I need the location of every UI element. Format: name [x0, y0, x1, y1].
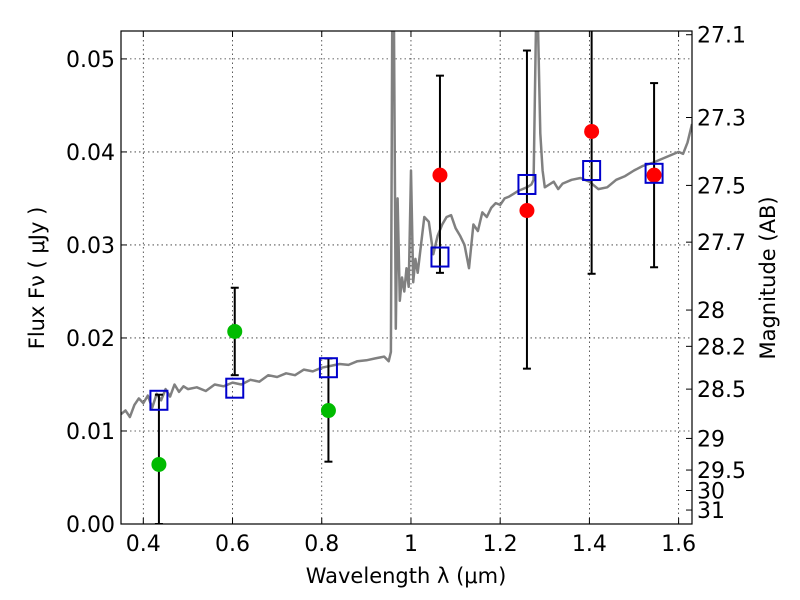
x-tick-label: 1.4: [572, 532, 607, 557]
x-tick-label: 1.2: [483, 532, 518, 557]
y-axis-label: Flux Fν ( μJy ): [25, 207, 49, 350]
grid: [121, 31, 692, 525]
x-axis-label: Wavelength λ (μm): [306, 564, 507, 588]
y-tick-label: 0.01: [66, 420, 115, 445]
right-tick-label: 28.2: [697, 335, 746, 360]
tick-label-layer: 0.4 0.6 0.8 1 1.2 1.4 1.6 0.00 0.01 0.02 0.03 0.04 0…: [66, 24, 746, 557]
model-photometry-square: [149, 389, 169, 411]
nir-data-point: [519, 203, 535, 219]
x-tick-label: 0.4: [126, 532, 161, 557]
right-tick-label: 29: [697, 427, 725, 452]
sed-template-line: [121, 31, 692, 419]
model-photometry-square: [225, 377, 245, 399]
model-photometry-square: [517, 173, 537, 195]
x-tick-label: 0.6: [215, 532, 250, 557]
y-tick-label: 0.03: [66, 234, 115, 259]
nir-data-point: [432, 167, 448, 183]
y-tick-label: 0.02: [66, 327, 115, 352]
right-axis-label: Magnitude (AB): [756, 196, 780, 359]
plot-frame: [120, 30, 693, 525]
nir-data-point: [584, 123, 600, 139]
right-tick-label: 28.5: [697, 378, 746, 403]
right-tick-label: 29.5: [697, 459, 746, 484]
model-photometry-square: [430, 246, 450, 268]
model-squares-layer: [149, 160, 664, 411]
model-photometry-square: [644, 162, 664, 184]
x-tick-label: 0.8: [304, 532, 339, 557]
model-photometry-square: [582, 160, 602, 182]
nir-data-point: [646, 167, 662, 183]
optical-data-point: [151, 456, 167, 472]
x-tick-label: 1.6: [661, 532, 696, 557]
observed-points-layer: [151, 123, 662, 472]
x-tick-label: 1: [404, 532, 418, 557]
errorbar-layer: [154, 31, 659, 524]
right-tick-label: 31: [697, 499, 725, 524]
right-tick-label: 27.1: [697, 24, 746, 49]
tick-layer: [121, 31, 692, 525]
right-tick-label: 27.5: [697, 174, 746, 199]
right-tick-label: 30: [697, 480, 725, 505]
y-tick-label: 0.04: [66, 141, 115, 166]
optical-data-point: [227, 323, 243, 339]
right-tick-label: 27.7: [697, 231, 746, 256]
y-tick-label: 0.05: [66, 48, 115, 73]
right-tick-label: 28: [697, 299, 725, 324]
y-tick-label: 0.00: [66, 513, 115, 538]
right-tick-label: 27.3: [697, 107, 746, 132]
sed-template-layer: [121, 31, 692, 419]
model-photometry-square: [318, 357, 338, 379]
optical-data-point: [320, 403, 336, 419]
